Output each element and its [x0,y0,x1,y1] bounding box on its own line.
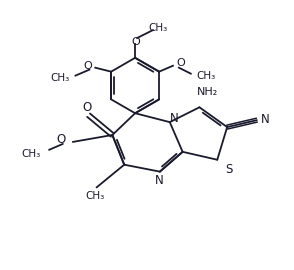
Text: CH₃: CH₃ [50,73,70,83]
Text: O: O [82,101,91,114]
Text: N: N [155,174,163,187]
Text: O: O [176,58,185,68]
Text: O: O [83,61,92,71]
Text: S: S [225,163,233,176]
Text: CH₃: CH₃ [197,71,216,81]
Text: CH₃: CH₃ [22,149,41,159]
Text: N: N [260,113,269,126]
Text: N: N [170,112,179,125]
Text: O: O [56,133,66,146]
Text: CH₃: CH₃ [85,191,104,201]
Text: O: O [132,37,141,47]
Text: NH₂: NH₂ [197,87,218,97]
Text: CH₃: CH₃ [148,23,168,33]
